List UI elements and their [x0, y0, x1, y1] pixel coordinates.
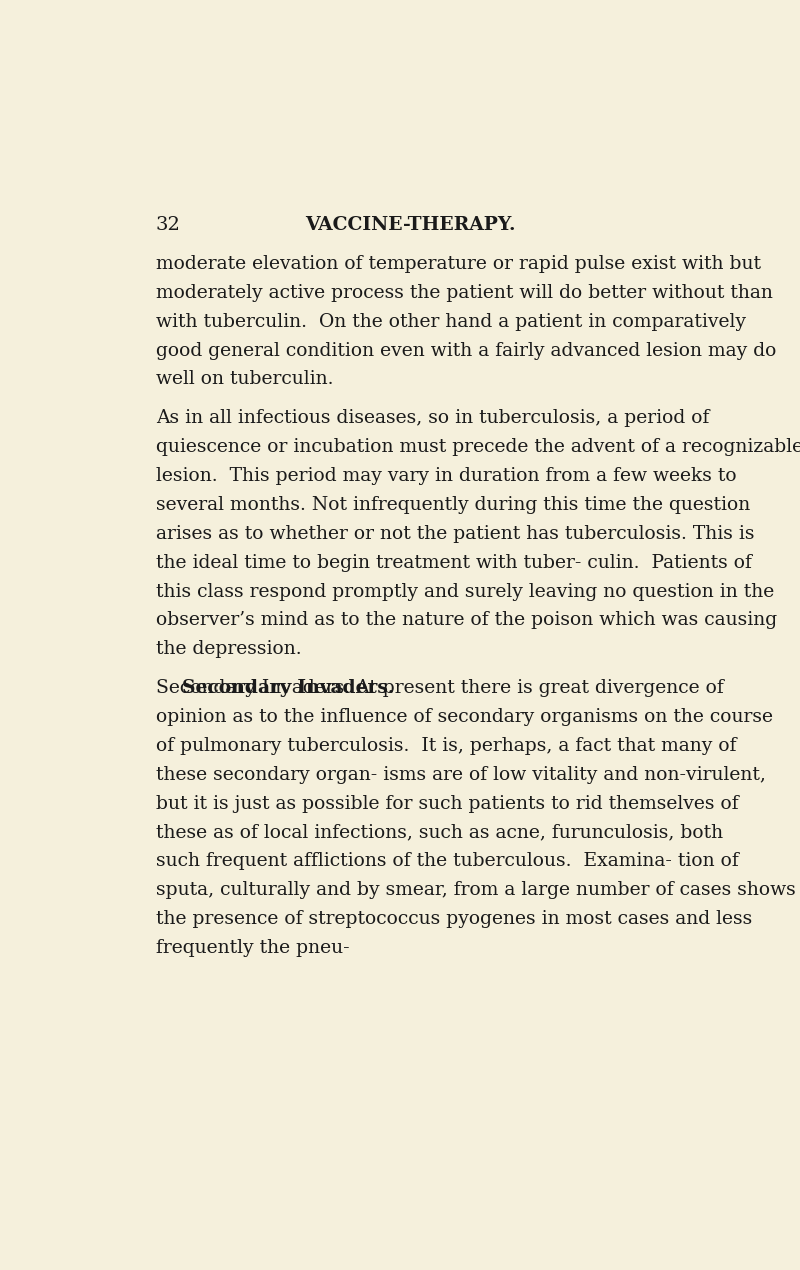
Text: of pulmonary tuberculosis.  It is, perhaps, a fact that many of: of pulmonary tuberculosis. It is, perhap… [156, 737, 736, 754]
Text: the depression.: the depression. [156, 640, 302, 658]
Text: lesion.  This period may vary in duration from a few weeks to: lesion. This period may vary in duration… [156, 467, 737, 485]
Text: VACCINE-THERAPY.: VACCINE-THERAPY. [305, 216, 515, 234]
Text: 32: 32 [156, 216, 181, 234]
Text: these as of local infections, such as acne, furunculosis, both: these as of local infections, such as ac… [156, 823, 723, 842]
Text: quiescence or incubation must precede the advent of a recognizable: quiescence or incubation must precede th… [156, 438, 800, 456]
Text: these secondary organ- isms are of low vitality and non-virulent,: these secondary organ- isms are of low v… [156, 766, 766, 784]
Text: the ideal time to begin treatment with tuber- culin.  Patients of: the ideal time to begin treatment with t… [156, 554, 752, 572]
Text: with tuberculin.  On the other hand a patient in comparatively: with tuberculin. On the other hand a pat… [156, 312, 746, 330]
Text: the presence of streptococcus pyogenes in most cases and less: the presence of streptococcus pyogenes i… [156, 909, 752, 928]
Text: opinion as to the influence of secondary organisms on the course: opinion as to the influence of secondary… [156, 707, 773, 726]
Text: well on tuberculin.: well on tuberculin. [156, 371, 334, 389]
Text: frequently the pneu-: frequently the pneu- [156, 939, 350, 956]
Text: good general condition even with a fairly advanced lesion may do: good general condition even with a fairl… [156, 342, 776, 359]
Text: moderately active process the patient will do better without than: moderately active process the patient wi… [156, 284, 773, 302]
Text: observer’s mind as to the nature of the poison which was causing: observer’s mind as to the nature of the … [156, 611, 777, 630]
Text: but it is just as possible for such patients to rid themselves of: but it is just as possible for such pati… [156, 795, 738, 813]
Text: several months. Not infrequently during this time the question: several months. Not infrequently during … [156, 497, 750, 514]
Text: this class respond promptly and surely leaving no question in the: this class respond promptly and surely l… [156, 583, 774, 601]
Text: sputa, culturally and by smear, from a large number of cases shows: sputa, culturally and by smear, from a l… [156, 881, 795, 899]
Text: moderate elevation of temperature or rapid pulse exist with but: moderate elevation of temperature or rap… [156, 255, 761, 273]
Text: As in all infectious diseases, so in tuberculosis, a period of: As in all infectious diseases, so in tub… [156, 409, 709, 428]
Text: Secondary Invaders.: Secondary Invaders. [156, 679, 394, 697]
Text: Secondary Invaders. At present there is great divergence of: Secondary Invaders. At present there is … [156, 679, 723, 697]
Text: such frequent afflictions of the tuberculous.  Examina- tion of: such frequent afflictions of the tubercu… [156, 852, 738, 870]
Text: arises as to whether or not the patient has tuberculosis. This is: arises as to whether or not the patient … [156, 525, 754, 542]
